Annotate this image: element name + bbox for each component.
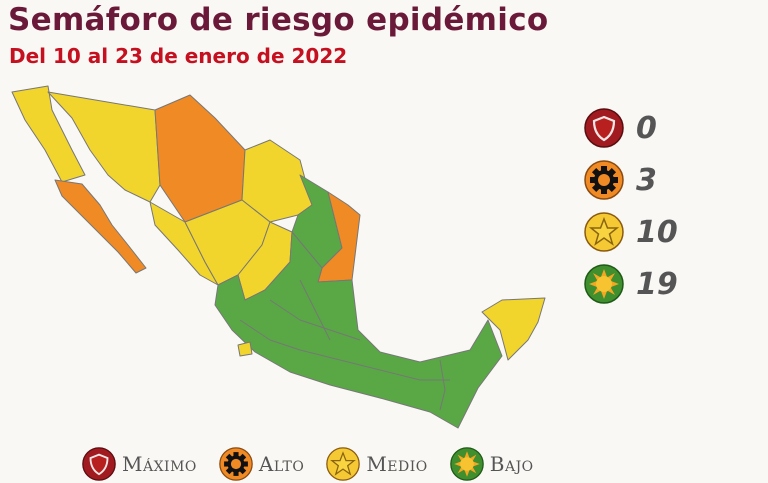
count-row-alto: 3 bbox=[584, 154, 678, 206]
gear-icon bbox=[584, 160, 624, 200]
count-alto: 3 bbox=[636, 162, 657, 198]
legend-label-bajo: Bajo bbox=[489, 452, 534, 476]
legend-label-medio: Medio bbox=[366, 452, 428, 476]
page-title: Semáforo de riesgo epidémico bbox=[8, 2, 549, 38]
legend-item-medio: Medio bbox=[326, 447, 427, 481]
legend: Máximo Alto Medio Bajo bbox=[82, 447, 556, 481]
legend-label-maximo: Máximo bbox=[122, 452, 197, 476]
count-row-bajo: 19 bbox=[584, 258, 678, 310]
star-icon bbox=[326, 447, 361, 481]
state-jalisco-yellow-patch bbox=[237, 341, 253, 357]
state-baja-california-sur bbox=[54, 179, 147, 274]
page-subtitle: Del 10 al 23 de enero de 2022 bbox=[9, 44, 348, 68]
state-yucatan bbox=[481, 297, 546, 361]
count-maximo: 0 bbox=[636, 110, 657, 146]
gear-icon bbox=[219, 447, 253, 481]
sun-icon bbox=[584, 264, 624, 304]
shield-icon bbox=[584, 108, 624, 148]
legend-item-bajo: Bajo bbox=[449, 447, 534, 481]
shield-icon bbox=[82, 447, 116, 481]
count-bajo: 19 bbox=[636, 266, 678, 302]
state-counts: 0 3 10 19 bbox=[584, 102, 678, 310]
count-row-maximo: 0 bbox=[584, 102, 678, 154]
legend-item-alto: Alto bbox=[219, 447, 304, 481]
legend-label-alto: Alto bbox=[258, 452, 305, 476]
legend-item-maximo: Máximo bbox=[82, 447, 197, 481]
count-medio: 10 bbox=[636, 214, 678, 250]
state-chihuahua bbox=[154, 94, 246, 223]
star-icon bbox=[584, 212, 624, 252]
sun-icon bbox=[449, 447, 484, 481]
state-central-south-green bbox=[214, 231, 503, 429]
count-row-medio: 10 bbox=[584, 206, 678, 258]
